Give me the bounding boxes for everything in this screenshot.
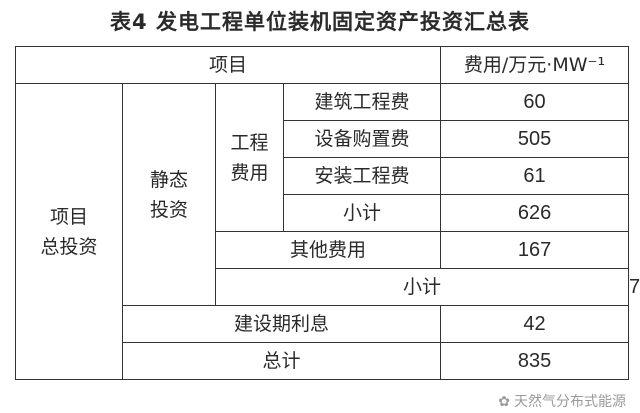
table-row: 安装工程费 61 [16,157,630,195]
table-row: 其他费用 167 [16,231,630,269]
row-label: 建设期利息 [121,305,442,343]
row-label: 小计 [282,194,442,232]
row-value: 61 [440,157,630,195]
investment-table: 项目 费用/万元·MW⁻¹ 项目 总投资 静态 投资 工程 费用 建筑工程费 6… [14,46,640,380]
static-investment-cell: 静态 投资 [122,83,216,306]
table-row: 设备购置费 505 [16,120,630,158]
header-item: 项目 [14,46,442,84]
row-label: 小计 [214,268,630,306]
watermark-text: 天然气分布式能源 [514,394,626,410]
row-value: 835 [440,342,630,380]
table-row: 项目 总投资 静态 投资 工程 费用 建筑工程费 60 [15,83,630,380]
table-row: 小计 626 [16,194,630,232]
header-cost: 费用/万元·MW⁻¹ [440,46,630,84]
header-row: 项目 费用/万元·MW⁻¹ [14,46,630,84]
table-row: 建设期利息 42 [16,305,630,343]
row-label: 其他费用 [214,231,442,269]
row-value: 42 [440,305,630,343]
row-value: 505 [440,120,630,158]
engineering-cost-cell: 工程 费用 [215,83,284,232]
row-label: 总计 [121,342,442,380]
row-value: 60 [440,83,630,121]
table-row: 总计 835 [16,342,630,380]
wechat-icon: ✿ [498,394,510,410]
row-label: 设备购置费 [282,120,442,158]
row-value: 626 [440,194,630,232]
watermark: ✿ 天然气分布式能源 [494,394,626,411]
table-title: 表4 发电工程单位装机固定资产投资汇总表 [110,10,530,34]
table-row: 小计 793 [16,268,640,306]
row-value: 167 [440,231,630,269]
total-investment-cell: 项目 总投资 [15,83,123,380]
row-label: 安装工程费 [282,157,442,195]
row-label: 建筑工程费 [282,83,442,121]
